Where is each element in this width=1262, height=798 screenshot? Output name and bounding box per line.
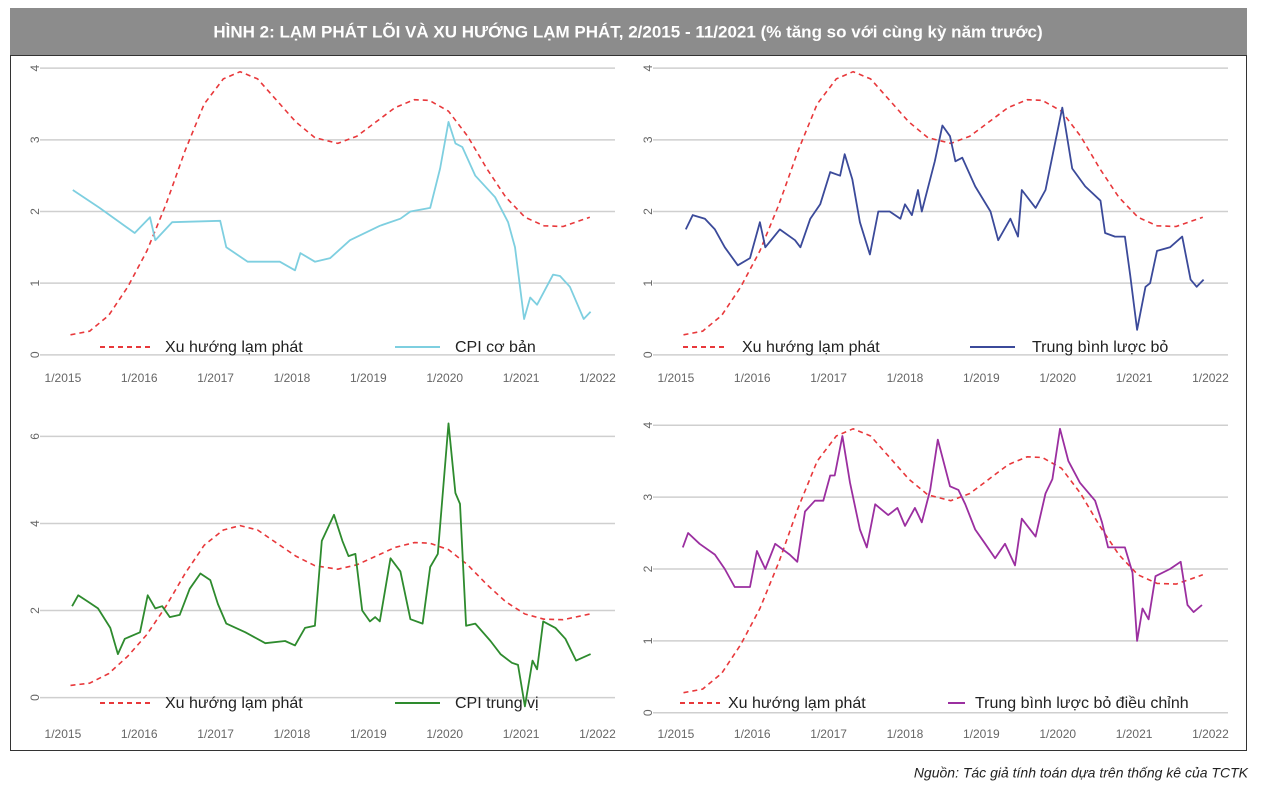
x-tick-label: 1/2017 [810, 727, 847, 741]
series-line [681, 427, 1203, 642]
legend-label: Xu hướng lạm phát [165, 695, 303, 712]
y-tick-label: 3 [28, 136, 42, 143]
x-tick-label: 1/2016 [734, 371, 771, 385]
x-tick-label: 1/2022 [579, 371, 616, 385]
y-tick-label: 4 [28, 65, 42, 72]
legend-label: Xu hướng lạm phát [728, 695, 866, 712]
y-tick-label: 4 [641, 65, 655, 72]
x-tick-label: 1/2022 [1192, 727, 1229, 741]
frame [10, 55, 1247, 751]
x-tick-label: 1/2022 [579, 727, 616, 741]
x-tick-label: 1/2018 [274, 371, 311, 385]
x-tick-label: 1/2020 [1039, 727, 1076, 741]
y-tick-label: 0 [28, 694, 42, 701]
x-tick-label: 1/2018 [274, 727, 311, 741]
x-tick-label: 1/2019 [963, 371, 1000, 385]
x-tick-label: 1/2018 [887, 371, 924, 385]
x-tick-label: 1/2016 [734, 727, 771, 741]
series-line [683, 70, 1204, 336]
x-tick-label: 1/2017 [810, 371, 847, 385]
x-tick-label: 1/2015 [658, 371, 695, 385]
x-tick-label: 1/2015 [45, 727, 82, 741]
series-line [683, 428, 1204, 694]
y-tick-label: 0 [641, 709, 655, 716]
x-tick-label: 1/2021 [503, 371, 540, 385]
x-tick-label: 1/2021 [1116, 727, 1153, 741]
y-tick-label: 0 [641, 351, 655, 358]
x-tick-label: 1/2022 [1192, 371, 1229, 385]
source-note: Nguồn: Tác giả tính toán dựa trên thống … [914, 765, 1249, 781]
x-tick-label: 1/2015 [45, 371, 82, 385]
x-tick-label: 1/2018 [887, 727, 924, 741]
y-tick-label: 0 [28, 351, 42, 358]
x-tick-label: 1/2019 [350, 371, 387, 385]
y-tick-label: 2 [28, 607, 42, 614]
series-line [684, 106, 1205, 331]
y-tick-label: 6 [28, 433, 42, 440]
y-tick-label: 1 [641, 280, 655, 287]
x-tick-label: 1/2020 [426, 371, 463, 385]
y-tick-label: 2 [28, 208, 42, 215]
series-line [70, 70, 591, 336]
x-tick-label: 1/2021 [503, 727, 540, 741]
y-tick-label: 2 [641, 208, 655, 215]
x-tick-label: 1/2020 [1039, 371, 1076, 385]
header-bar [10, 8, 1247, 55]
x-tick-label: 1/2017 [197, 727, 234, 741]
y-tick-label: 3 [641, 493, 655, 500]
x-tick-label: 1/2020 [426, 727, 463, 741]
x-tick-label: 1/2021 [1116, 371, 1153, 385]
legend-label: Trung bình lược bỏ [1032, 339, 1168, 356]
x-tick-label: 1/2015 [658, 727, 695, 741]
legend-label: Xu hướng lạm phát [165, 339, 303, 356]
y-tick-label: 4 [641, 422, 655, 429]
legend-label: CPI trung vị [455, 695, 539, 712]
x-tick-label: 1/2019 [350, 727, 387, 741]
series-line [70, 524, 590, 687]
y-tick-label: 4 [28, 520, 42, 527]
legend-label: Trung bình lược bỏ điều chỉnh [975, 695, 1189, 712]
y-tick-label: 1 [28, 280, 42, 287]
series-line [71, 422, 591, 708]
x-tick-label: 1/2016 [121, 727, 158, 741]
y-tick-label: 1 [641, 637, 655, 644]
legend-label: CPI cơ bản [455, 339, 536, 356]
legend-label: Xu hướng lạm phát [742, 339, 880, 356]
x-tick-label: 1/2017 [197, 371, 234, 385]
x-tick-label: 1/2016 [121, 371, 158, 385]
x-tick-label: 1/2019 [963, 727, 1000, 741]
y-tick-label: 2 [641, 565, 655, 572]
figure-title: HÌNH 2: LẠM PHÁT LÕI VÀ XU HƯỚNG LẠM PHÁ… [213, 21, 1042, 41]
y-tick-label: 3 [641, 136, 655, 143]
series-line [72, 121, 592, 320]
